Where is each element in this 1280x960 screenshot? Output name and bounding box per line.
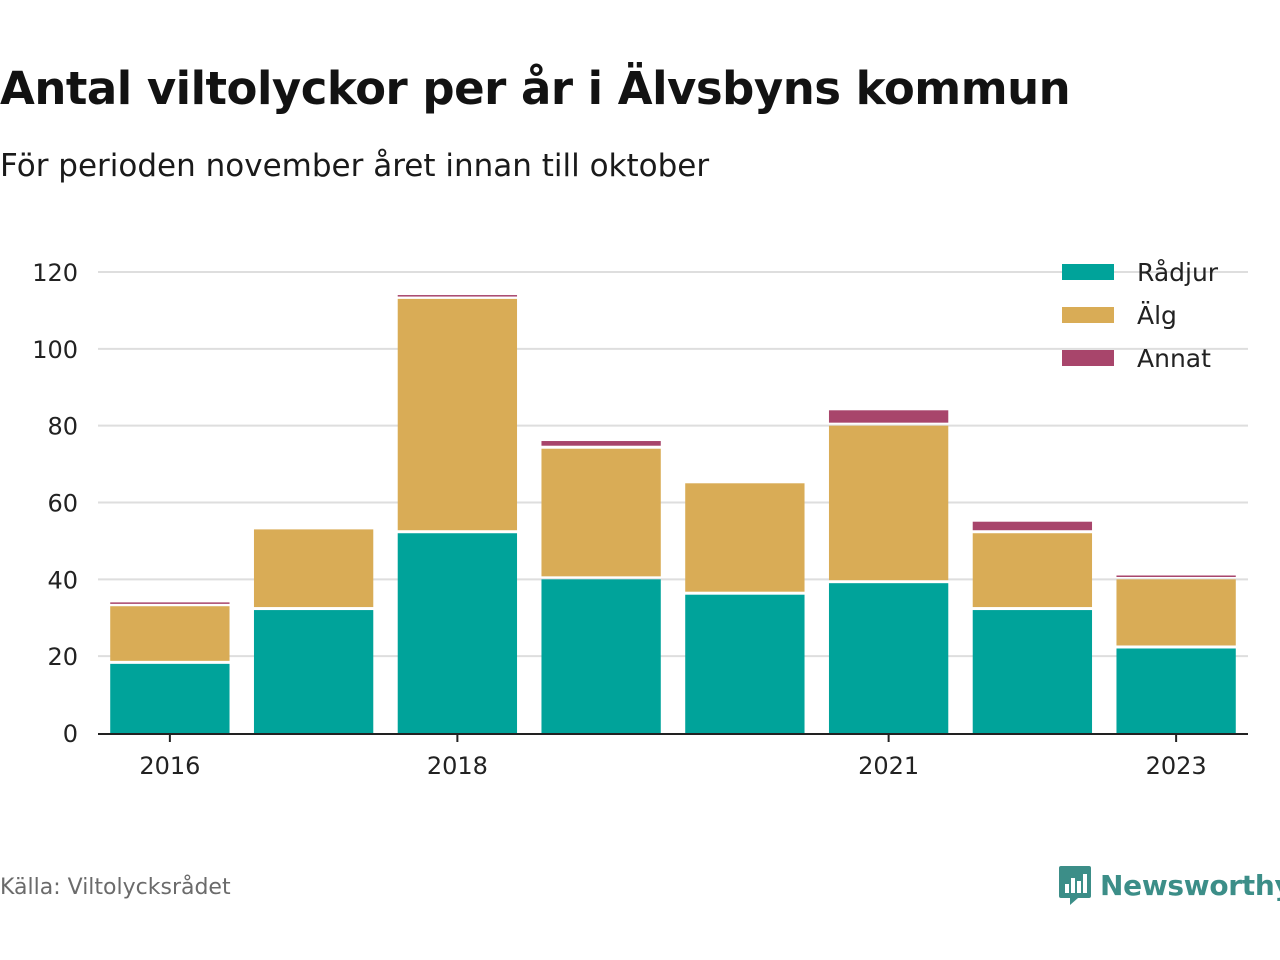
axes: 0 20 40 60 80 100 120 2016 2018 2021 2023 <box>32 259 1248 780</box>
bar-annat-2023 <box>1116 575 1236 577</box>
legend-label: Älg <box>1137 301 1177 330</box>
bar-älg-2019 <box>541 448 661 577</box>
bar-älg-2023 <box>1116 579 1236 646</box>
bar-älg-2021 <box>828 425 949 581</box>
y-tick-label: 120 <box>32 259 78 287</box>
source-note: Källa: Viltolycksrådet <box>0 875 231 900</box>
y-tick-label: 60 <box>47 490 78 518</box>
legend-label: Rådjur <box>1137 258 1219 287</box>
brand-logo: Newsworthy <box>1058 862 1280 908</box>
bar-rådjur-2020 <box>685 594 805 733</box>
legend-swatch-älg <box>1062 307 1114 323</box>
bar-rådjur-2021 <box>828 583 949 733</box>
newsworthy-logo-icon <box>1059 866 1091 905</box>
bar-rådjur-2019 <box>541 579 661 733</box>
legend-label: Annat <box>1137 344 1211 373</box>
bar-älg-2020 <box>685 483 805 592</box>
bar-annat-2021 <box>828 410 949 423</box>
bar-annat-2016 <box>110 602 230 604</box>
bars <box>110 295 1236 733</box>
y-tick-label: 40 <box>47 566 78 594</box>
bar-rådjur-2022 <box>972 610 1093 733</box>
bar-rådjur-2018 <box>397 533 518 733</box>
brand-name: Newsworthy <box>1100 868 1280 902</box>
legend-swatch-rådjur <box>1062 264 1114 280</box>
bar-älg-2017 <box>253 529 374 608</box>
bar-annat-2022 <box>972 521 1093 531</box>
x-tick-label: 2021 <box>858 752 919 780</box>
y-tick-label: 20 <box>47 643 78 671</box>
chart-subtitle: För perioden november året innan till ok… <box>0 148 710 184</box>
legend-swatch-annat <box>1062 350 1114 366</box>
bar-annat-2018 <box>397 295 518 297</box>
y-tick-label: 0 <box>63 720 78 748</box>
bar-älg-2016 <box>110 606 230 661</box>
x-tick-label: 2018 <box>427 752 488 780</box>
y-tick-label: 100 <box>32 336 78 364</box>
bar-rådjur-2016 <box>110 663 230 733</box>
x-tick-label: 2023 <box>1146 752 1207 780</box>
chart-title: Antal viltolyckor per år i Älvsbyns komm… <box>0 62 1071 115</box>
bar-rådjur-2017 <box>253 610 374 733</box>
bar-rådjur-2023 <box>1116 648 1236 733</box>
bar-annat-2019 <box>541 441 661 446</box>
x-tick-label: 2016 <box>139 752 200 780</box>
bar-älg-2018 <box>397 298 518 531</box>
y-tick-label: 80 <box>47 413 78 441</box>
bar-älg-2022 <box>972 533 1093 608</box>
legend: Rådjur Älg Annat <box>1062 258 1219 373</box>
